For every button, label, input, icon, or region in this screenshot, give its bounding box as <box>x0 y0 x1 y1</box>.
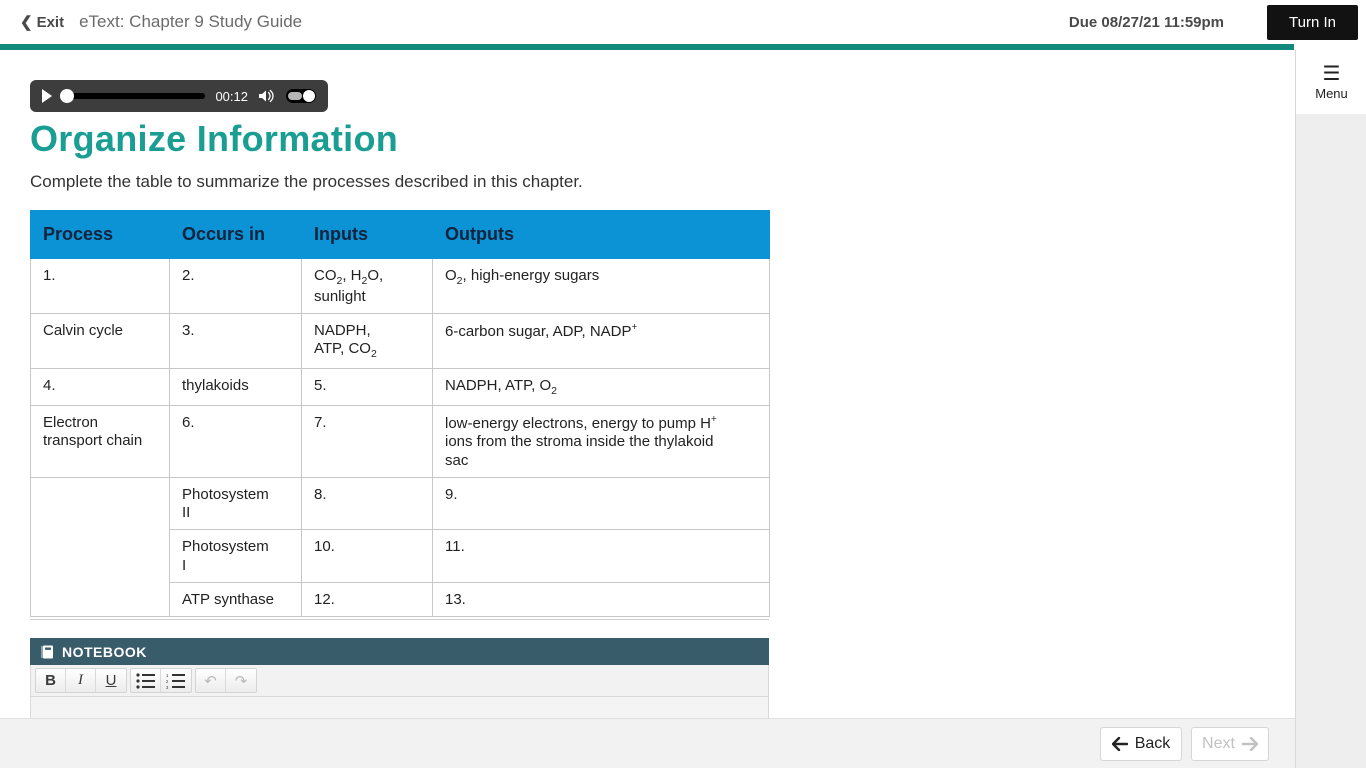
svg-text:3: 3 <box>166 685 169 689</box>
svg-text:2: 2 <box>166 679 169 684</box>
svg-text:1: 1 <box>166 673 169 678</box>
